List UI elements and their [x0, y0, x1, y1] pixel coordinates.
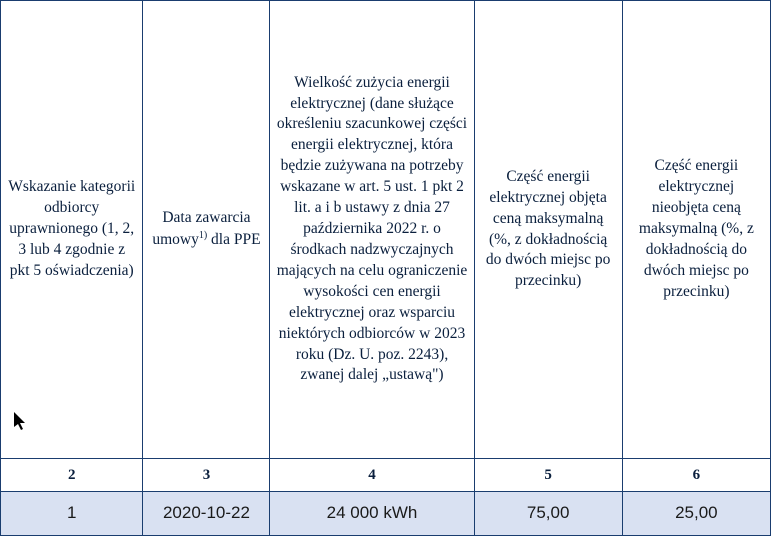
- header-cell-contract-date: Data zawarcia umowy1) dla PPE: [143, 1, 270, 459]
- header-footnote-marker: 1): [199, 230, 207, 241]
- header-cell-non-max-price-part: Część energii elektrycznej nieobjęta cen…: [622, 1, 770, 459]
- cell-consumption[interactable]: 24 000 kWh: [270, 492, 474, 536]
- table-column-number-row: 2 3 4 5 6: [1, 459, 771, 492]
- energy-table: Wskazanie kategorii odbiorcy uprawnioneg…: [0, 0, 771, 536]
- cell-non-max-price-part[interactable]: 25,00: [622, 492, 770, 536]
- colnum-2: 2: [1, 459, 143, 492]
- colnum-6: 6: [622, 459, 770, 492]
- table-row: 1 2020-10-22 24 000 kWh 75,00 25,00: [1, 492, 771, 536]
- colnum-4: 4: [270, 459, 474, 492]
- header-text-post: dla PPE: [207, 231, 260, 248]
- header-cell-category: Wskazanie kategorii odbiorcy uprawnioneg…: [1, 1, 143, 459]
- cell-category[interactable]: 1: [1, 492, 143, 536]
- colnum-3: 3: [143, 459, 270, 492]
- header-cell-max-price-part: Część energii elektrycznej objęta ceną m…: [474, 1, 622, 459]
- header-cell-consumption: Wielkość zużycia energii elektrycznej (d…: [270, 1, 474, 459]
- table-header-row: Wskazanie kategorii odbiorcy uprawnioneg…: [1, 1, 771, 459]
- cell-contract-date[interactable]: 2020-10-22: [143, 492, 270, 536]
- table-container: Wskazanie kategorii odbiorcy uprawnioneg…: [0, 0, 771, 546]
- colnum-5: 5: [474, 459, 622, 492]
- cell-max-price-part[interactable]: 75,00: [474, 492, 622, 536]
